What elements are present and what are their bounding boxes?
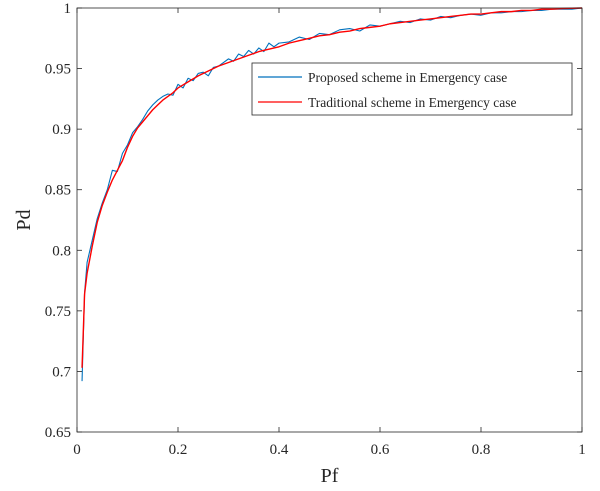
- ticks-layer: 0 0.2 0.4 0.6 0.8 1 0.65 0.7 0.75 0.8 0.85 0.9 0.95 1: [45, 1, 586, 458]
- y-tick-label: 0.75: [45, 304, 71, 320]
- y-tick-label: 0.95: [45, 62, 71, 78]
- y-tick-label: 0.7: [52, 364, 71, 380]
- y-tick-label: 0.8: [52, 243, 71, 259]
- y-tick-label: 0.85: [45, 183, 71, 199]
- x-tick-label: 1: [578, 442, 586, 458]
- legend-label-proposed: Proposed scheme in Emergency case: [308, 70, 507, 85]
- axes-box: [76, 7, 583, 433]
- series-line-traditional: [81, 7, 583, 368]
- y-axis-label: Pd: [13, 209, 35, 230]
- x-axis-label: Pf: [321, 465, 339, 487]
- x-tick-label: 0.4: [270, 442, 289, 458]
- y-tick-label: 0.65: [45, 425, 71, 441]
- x-tick-label: 0.2: [169, 442, 188, 458]
- legend-label-traditional: Traditional scheme in Emergency case: [308, 95, 516, 110]
- legend: Proposed scheme in Emergency case Tradit…: [251, 62, 573, 116]
- y-tick-label: 1: [64, 1, 72, 17]
- series-layer: [81, 7, 583, 382]
- legend-box: [251, 62, 573, 116]
- y-tick-label: 0.9: [52, 122, 71, 138]
- x-tick-label: 0.8: [472, 442, 491, 458]
- axes-layer: [76, 7, 583, 433]
- x-tick-label: 0.6: [371, 442, 390, 458]
- x-tick-label: 0: [73, 442, 81, 458]
